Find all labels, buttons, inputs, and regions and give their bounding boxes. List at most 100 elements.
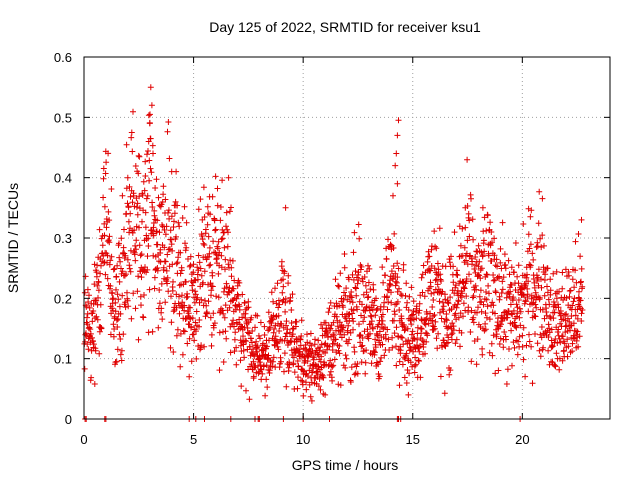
data-point (232, 329, 239, 336)
data-point (195, 252, 202, 259)
data-point (268, 289, 275, 296)
data-point (118, 357, 125, 364)
data-point (190, 331, 197, 338)
data-point (147, 111, 153, 118)
data-point (384, 326, 391, 333)
data-point (353, 363, 360, 370)
data-point (119, 268, 126, 275)
data-point (267, 324, 274, 331)
data-point (555, 326, 562, 333)
data-point (395, 265, 402, 272)
data-point (161, 227, 168, 233)
data-point (534, 243, 541, 250)
data-point (433, 335, 440, 342)
data-point (399, 334, 406, 341)
data-point (578, 310, 585, 317)
data-point (569, 348, 576, 355)
data-point (384, 293, 391, 300)
data-point (574, 328, 581, 335)
data-point (517, 308, 524, 315)
data-point (264, 356, 271, 363)
data-point (450, 327, 457, 334)
data-point (95, 294, 101, 301)
data-point (545, 334, 552, 340)
data-point (329, 377, 336, 384)
data-point (194, 264, 201, 271)
data-point (571, 284, 578, 291)
data-point (158, 280, 165, 287)
data-point (400, 261, 407, 268)
data-point (218, 252, 225, 259)
data-point (239, 291, 246, 298)
data-point (95, 287, 102, 294)
data-point (461, 285, 468, 292)
data-point (150, 220, 157, 226)
data-point (117, 310, 124, 317)
data-point (288, 307, 295, 313)
data-point (463, 257, 469, 264)
x-axis-label: GPS time / hours (292, 457, 399, 473)
data-point (370, 286, 377, 293)
data-point (436, 225, 443, 232)
data-point (543, 312, 550, 319)
data-point (487, 242, 494, 249)
data-point (379, 317, 386, 324)
data-point (124, 174, 131, 181)
data-point (419, 289, 426, 296)
data-point (169, 247, 176, 254)
data-point (358, 312, 364, 319)
data-point (385, 299, 392, 305)
data-point (449, 320, 456, 327)
data-point (209, 283, 216, 290)
data-point (131, 251, 138, 258)
data-point (278, 320, 285, 327)
data-point (553, 268, 560, 275)
data-point (437, 309, 443, 316)
data-point (396, 285, 402, 292)
data-point (434, 281, 441, 288)
data-point (126, 183, 133, 190)
data-point (237, 357, 244, 364)
data-point (468, 307, 475, 314)
data-point (166, 155, 173, 162)
data-point (440, 308, 447, 315)
data-point (484, 303, 491, 310)
data-point (222, 328, 229, 335)
data-point (159, 316, 166, 323)
data-point (418, 316, 425, 323)
data-point (226, 304, 233, 311)
data-point (101, 203, 108, 210)
data-point (443, 340, 450, 347)
data-point (385, 336, 392, 343)
data-point (496, 341, 503, 347)
data-point (116, 303, 123, 310)
data-point (329, 363, 336, 370)
data-point (359, 335, 366, 341)
data-point (496, 273, 503, 280)
data-point (490, 272, 497, 278)
data-point (150, 150, 156, 157)
data-point (190, 269, 197, 276)
data-point (111, 326, 118, 332)
data-point (266, 337, 272, 344)
data-point (238, 383, 245, 390)
data-point (481, 214, 488, 221)
data-point (563, 295, 570, 301)
data-point (186, 373, 193, 380)
data-point (522, 298, 529, 305)
data-point (136, 153, 143, 160)
data-point (405, 307, 412, 313)
data-point (567, 287, 574, 294)
data-point (177, 363, 184, 370)
data-point (578, 265, 585, 272)
data-point (138, 302, 144, 309)
data-point (110, 266, 117, 273)
data-point (322, 391, 329, 398)
data-point (524, 271, 530, 278)
data-point (465, 210, 472, 217)
data-point (117, 258, 124, 265)
data-point (85, 346, 92, 353)
data-point (392, 270, 399, 277)
data-point (186, 335, 193, 342)
data-point (331, 332, 338, 339)
